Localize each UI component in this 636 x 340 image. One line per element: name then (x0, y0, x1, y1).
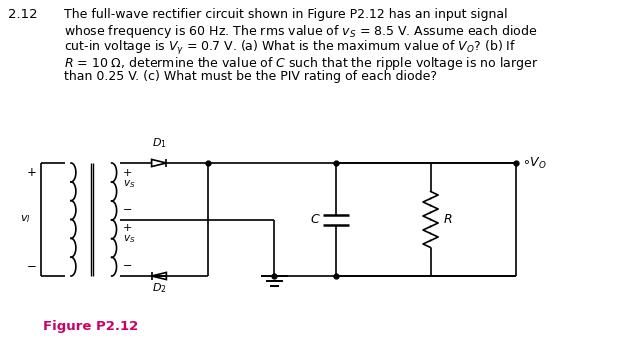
Text: −: − (26, 260, 36, 273)
Text: +: + (123, 168, 132, 178)
Text: $v_S$: $v_S$ (123, 233, 135, 245)
Text: $D_1$: $D_1$ (151, 136, 167, 150)
Text: $R$ = 10 Ω, determine the value of $C$ such that the ripple voltage is no larger: $R$ = 10 Ω, determine the value of $C$ s… (64, 54, 539, 71)
Text: $R$: $R$ (443, 213, 452, 226)
Text: Figure P2.12: Figure P2.12 (43, 320, 138, 333)
Text: $D_2$: $D_2$ (151, 281, 167, 295)
Text: $v_I$: $v_I$ (20, 214, 31, 225)
Text: whose frequency is 60 Hz. The rms value of $v_S$ = 8.5 V. Assume each diode: whose frequency is 60 Hz. The rms value … (64, 23, 538, 40)
Text: The full-wave rectifier circuit shown in Figure P2.12 has an input signal: The full-wave rectifier circuit shown in… (64, 8, 508, 21)
Text: −: − (123, 205, 132, 215)
Text: $\circ V_O$: $\circ V_O$ (522, 155, 548, 171)
Text: cut-in voltage is $V_{\gamma}$ = 0.7 V. (a) What is the maximum value of $V_O$? : cut-in voltage is $V_{\gamma}$ = 0.7 V. … (64, 39, 516, 57)
Text: +: + (123, 223, 132, 233)
Text: −: − (123, 261, 132, 271)
Text: $C$: $C$ (310, 213, 321, 226)
Text: 2.12: 2.12 (8, 8, 37, 21)
Text: +: + (26, 166, 36, 179)
Text: than 0.25 V. (c) What must be the PIV rating of each diode?: than 0.25 V. (c) What must be the PIV ra… (64, 70, 438, 83)
Text: $v_S$: $v_S$ (123, 178, 135, 190)
